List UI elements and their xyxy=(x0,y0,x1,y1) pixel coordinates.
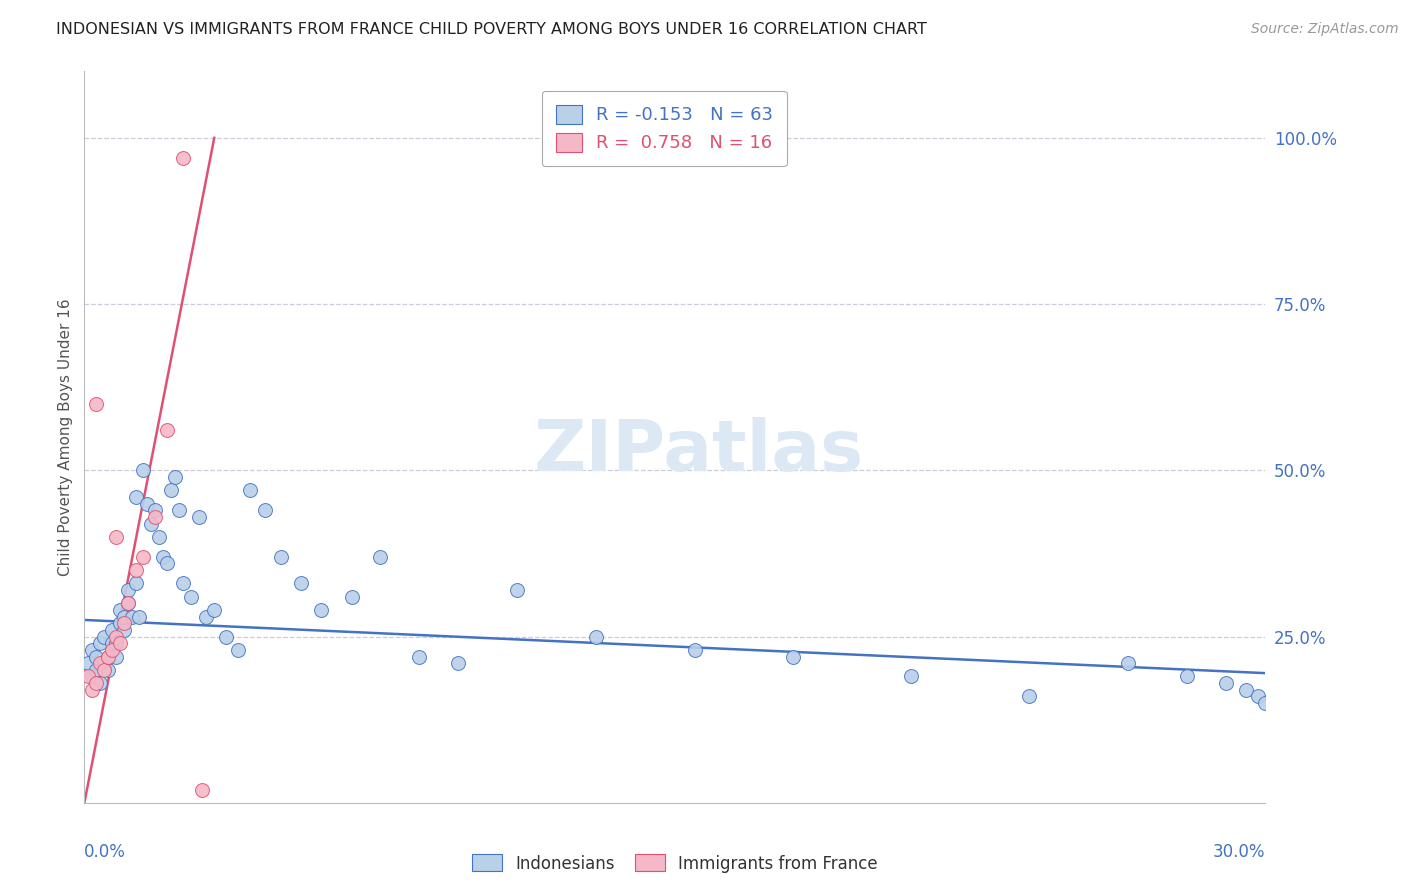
Point xyxy=(1018,690,1040,704)
Point xyxy=(226,643,249,657)
Point xyxy=(124,490,146,504)
Text: 30.0%: 30.0% xyxy=(1213,843,1265,861)
Point xyxy=(309,603,332,617)
Point xyxy=(84,663,107,677)
Point xyxy=(77,669,100,683)
Point xyxy=(141,516,163,531)
Point xyxy=(97,649,120,664)
Point xyxy=(172,576,194,591)
Point xyxy=(290,576,312,591)
Text: Source: ZipAtlas.com: Source: ZipAtlas.com xyxy=(1251,22,1399,37)
Point xyxy=(112,609,135,624)
Point xyxy=(84,676,107,690)
Point xyxy=(101,636,124,650)
Point xyxy=(1175,669,1198,683)
Point xyxy=(683,643,706,657)
Point xyxy=(156,424,179,438)
Point xyxy=(160,483,183,498)
Point xyxy=(447,656,470,670)
Point xyxy=(89,656,111,670)
Point xyxy=(77,656,100,670)
Text: ZIPatlas: ZIPatlas xyxy=(533,417,863,486)
Point xyxy=(82,669,104,683)
Point xyxy=(117,596,139,610)
Point xyxy=(104,530,127,544)
Point xyxy=(340,590,363,604)
Point xyxy=(132,549,155,564)
Point xyxy=(239,483,262,498)
Point xyxy=(1215,676,1237,690)
Point xyxy=(143,509,166,524)
Point xyxy=(82,682,104,697)
Text: INDONESIAN VS IMMIGRANTS FROM FRANCE CHILD POVERTY AMONG BOYS UNDER 16 CORRELATI: INDONESIAN VS IMMIGRANTS FROM FRANCE CHI… xyxy=(56,22,927,37)
Legend: R = -0.153   N = 63, R =  0.758   N = 16: R = -0.153 N = 63, R = 0.758 N = 16 xyxy=(541,91,786,166)
Point xyxy=(1234,682,1257,697)
Point xyxy=(1246,690,1268,704)
Point xyxy=(167,503,190,517)
Point xyxy=(104,636,127,650)
Point xyxy=(93,630,115,644)
Y-axis label: Child Poverty Among Boys Under 16: Child Poverty Among Boys Under 16 xyxy=(58,298,73,576)
Point xyxy=(82,643,104,657)
Point xyxy=(1254,696,1277,710)
Point xyxy=(104,649,127,664)
Point xyxy=(84,649,107,664)
Point xyxy=(180,590,202,604)
Point xyxy=(112,616,135,631)
Point xyxy=(89,636,111,650)
Point xyxy=(143,503,166,517)
Point xyxy=(163,470,186,484)
Point xyxy=(121,609,143,624)
Point xyxy=(148,530,170,544)
Point xyxy=(89,676,111,690)
Point xyxy=(1116,656,1139,670)
Point xyxy=(191,782,214,797)
Point xyxy=(136,497,159,511)
Point xyxy=(195,609,218,624)
Point xyxy=(172,151,194,165)
Point xyxy=(782,649,804,664)
Legend: Indonesians, Immigrants from France: Indonesians, Immigrants from France xyxy=(465,847,884,880)
Point xyxy=(108,603,131,617)
Point xyxy=(408,649,430,664)
Point xyxy=(97,663,120,677)
Point xyxy=(117,582,139,597)
Point xyxy=(101,643,124,657)
Point xyxy=(124,576,146,591)
Text: 0.0%: 0.0% xyxy=(84,843,127,861)
Point xyxy=(84,397,107,411)
Point xyxy=(506,582,529,597)
Point xyxy=(215,630,238,644)
Point xyxy=(93,656,115,670)
Point xyxy=(108,616,131,631)
Point xyxy=(108,636,131,650)
Point xyxy=(117,596,139,610)
Point xyxy=(156,557,179,571)
Point xyxy=(585,630,607,644)
Point xyxy=(202,603,225,617)
Point xyxy=(93,663,115,677)
Point xyxy=(187,509,209,524)
Point xyxy=(152,549,174,564)
Point xyxy=(132,463,155,477)
Point xyxy=(270,549,292,564)
Point xyxy=(112,623,135,637)
Point xyxy=(900,669,922,683)
Point xyxy=(101,623,124,637)
Point xyxy=(104,630,127,644)
Point xyxy=(97,649,120,664)
Point xyxy=(124,563,146,577)
Point xyxy=(368,549,391,564)
Point xyxy=(128,609,150,624)
Point xyxy=(254,503,277,517)
